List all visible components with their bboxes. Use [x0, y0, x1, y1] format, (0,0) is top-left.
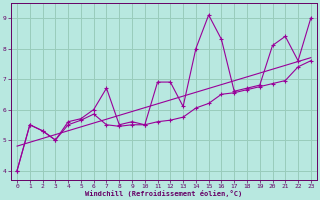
X-axis label: Windchill (Refroidissement éolien,°C): Windchill (Refroidissement éolien,°C): [85, 190, 243, 197]
